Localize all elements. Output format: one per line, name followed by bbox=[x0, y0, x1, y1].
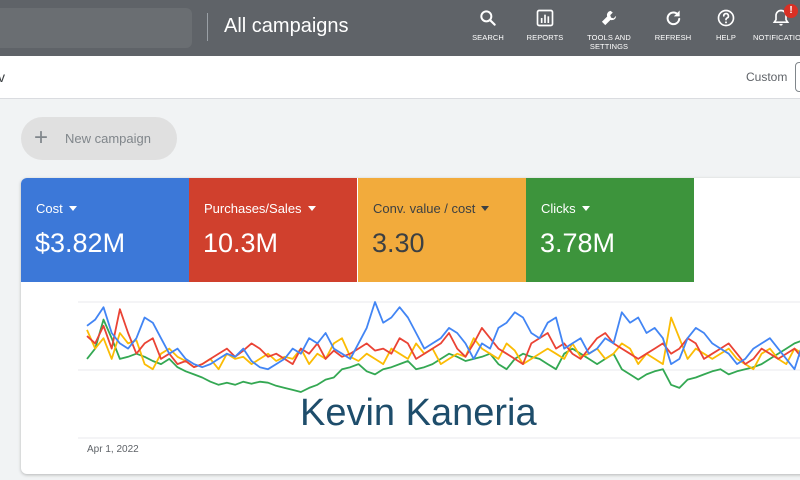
tools-settings-button[interactable]: TOOLS AND SETTINGS bbox=[577, 8, 641, 51]
metric-cost-value: $3.82M bbox=[35, 228, 126, 258]
watermark: Kevin Kaneria bbox=[300, 392, 537, 434]
performance-card: Cost $3.82M Purchases/Sales 10.3M Conv. … bbox=[21, 178, 800, 474]
refresh-label: REFRESH bbox=[654, 33, 692, 42]
series-line-2 bbox=[86, 316, 800, 371]
metric-cost-label[interactable]: Cost bbox=[36, 201, 77, 216]
notifications-button[interactable]: ! NOTIFICATIONS bbox=[749, 4, 800, 42]
refresh-button[interactable]: REFRESH bbox=[641, 8, 705, 42]
reports-label: REPORTS bbox=[526, 33, 564, 42]
tools-settings-label: TOOLS AND SETTINGS bbox=[587, 33, 631, 51]
metric-conv-value-cost-label[interactable]: Conv. value / cost bbox=[373, 201, 490, 216]
metric-conv-value-cost-value: 3.30 bbox=[372, 228, 425, 258]
metric-cost[interactable]: Cost $3.82M bbox=[21, 178, 189, 282]
reports-button[interactable]: REPORTS bbox=[513, 8, 577, 42]
page-title: All campaigns bbox=[224, 15, 349, 37]
view-label: v bbox=[0, 69, 5, 85]
metric-purchases-value: 10.3M bbox=[203, 228, 279, 258]
date-range-label: Custom bbox=[746, 70, 788, 84]
metric-clicks-label[interactable]: Clicks bbox=[541, 201, 590, 216]
refresh-icon bbox=[666, 10, 681, 26]
top-bar: All campaigns SEARCH REPORTS TOOLS AND S… bbox=[0, 0, 800, 56]
metric-conv-value-cost[interactable]: Conv. value / cost 3.30 bbox=[358, 178, 526, 282]
metric-clicks[interactable]: Clicks 3.78M bbox=[526, 178, 694, 282]
help-label: HELP bbox=[716, 33, 736, 42]
help-icon bbox=[717, 9, 735, 27]
x-axis-start-label: Apr 1, 2022 bbox=[87, 444, 139, 455]
new-campaign-button[interactable]: + New campaign bbox=[21, 117, 177, 160]
dropdown-caret-icon bbox=[581, 206, 590, 211]
dropdown-caret-icon bbox=[68, 206, 77, 211]
account-selector[interactable] bbox=[0, 8, 192, 48]
dropdown-caret-icon bbox=[481, 206, 490, 211]
plus-icon: + bbox=[34, 124, 49, 151]
series-line-1 bbox=[86, 308, 800, 369]
search-button[interactable]: SEARCH bbox=[456, 8, 520, 42]
series-line-0 bbox=[86, 301, 800, 371]
notification-badge: ! bbox=[784, 4, 798, 18]
dropdown-caret-icon bbox=[307, 206, 316, 211]
performance-chart bbox=[78, 301, 800, 439]
view-bar: v Custom bbox=[0, 56, 800, 99]
notifications-label: NOTIFICATIONS bbox=[753, 33, 800, 42]
search-icon bbox=[480, 10, 496, 26]
header-divider bbox=[207, 13, 208, 41]
search-label: SEARCH bbox=[472, 33, 504, 42]
metric-purchases[interactable]: Purchases/Sales 10.3M bbox=[189, 178, 357, 282]
wrench-icon bbox=[601, 10, 617, 26]
help-button[interactable]: HELP bbox=[694, 8, 758, 42]
metric-clicks-value: 3.78M bbox=[540, 228, 616, 258]
date-range-picker[interactable] bbox=[795, 62, 800, 92]
reports-icon bbox=[536, 9, 554, 27]
new-campaign-label: New campaign bbox=[65, 131, 151, 146]
metric-purchases-label[interactable]: Purchases/Sales bbox=[204, 201, 316, 216]
series-line-3 bbox=[86, 318, 800, 393]
